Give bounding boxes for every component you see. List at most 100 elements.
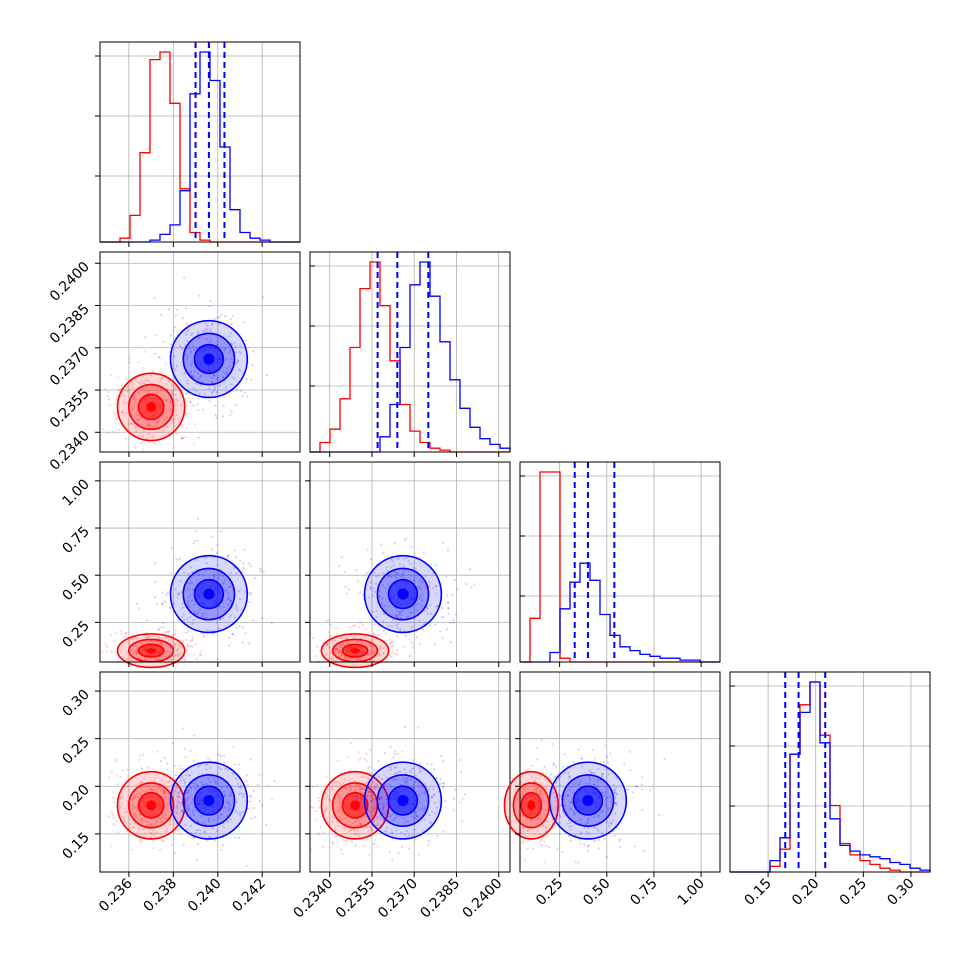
scatter-point xyxy=(334,647,337,651)
scatter-point xyxy=(167,797,170,800)
scatter-point xyxy=(107,815,110,818)
scatter-point xyxy=(179,345,182,348)
scatter-point xyxy=(184,372,187,375)
scatter-point xyxy=(168,401,172,404)
scatter-point xyxy=(346,642,349,645)
scatter-point xyxy=(358,657,361,660)
scatter-point xyxy=(175,398,178,401)
scatter-point xyxy=(605,856,608,859)
scatter-point xyxy=(426,612,429,615)
scatter-point xyxy=(230,383,233,386)
scatter-point xyxy=(215,391,219,394)
scatter-point xyxy=(168,630,171,633)
scatter-point xyxy=(330,657,333,660)
scatter-point xyxy=(380,543,383,546)
scatter-point xyxy=(145,387,148,390)
scatter-point xyxy=(126,658,130,661)
scatter-point xyxy=(174,642,177,646)
scatter-point xyxy=(226,597,229,600)
scatter-point xyxy=(223,581,226,585)
scatter-point xyxy=(206,324,209,327)
scatter-point xyxy=(120,632,123,636)
scatter-point xyxy=(238,350,241,353)
scatter-point xyxy=(197,397,200,400)
y-tick-label: 0.25 xyxy=(59,618,92,651)
scatter-point xyxy=(236,609,239,612)
scatter-point xyxy=(436,604,439,608)
y-tick-label: 0.2340 xyxy=(47,428,93,474)
scatter-point xyxy=(375,615,378,619)
scatter-point xyxy=(179,767,182,770)
scatter-point xyxy=(108,397,111,400)
scatter-point xyxy=(543,800,546,803)
scatter-point xyxy=(180,436,184,439)
scatter-point xyxy=(153,832,156,836)
scatter-point xyxy=(191,375,194,378)
scatter-point xyxy=(106,394,109,397)
scatter-point xyxy=(403,646,406,649)
scatter-point xyxy=(178,592,181,596)
scatter-point xyxy=(401,750,404,753)
scatter-point xyxy=(331,841,334,844)
scatter-point xyxy=(106,432,109,435)
scatter-point xyxy=(331,820,334,824)
scatter-point xyxy=(593,840,596,843)
scatter-point xyxy=(435,592,438,595)
contour-1-3 xyxy=(203,353,215,365)
scatter-point xyxy=(120,411,124,414)
scatter-point xyxy=(137,360,140,364)
scatter-point xyxy=(452,809,455,812)
scatter-point xyxy=(164,806,167,809)
scatter-point xyxy=(234,362,238,365)
scatter-point xyxy=(149,831,152,834)
scatter-point xyxy=(527,767,530,770)
scatter-point xyxy=(407,559,410,562)
scatter-point xyxy=(179,802,182,805)
scatter-point xyxy=(460,770,463,774)
scatter-point xyxy=(393,541,396,545)
scatter-point xyxy=(389,575,392,578)
scatter-point xyxy=(191,571,194,574)
scatter-point xyxy=(154,562,157,565)
scatter-point xyxy=(131,848,134,851)
scatter-point xyxy=(348,626,352,629)
scatter-point xyxy=(177,645,181,648)
scatter-point xyxy=(209,299,212,303)
scatter-point xyxy=(339,644,342,647)
scatter-point xyxy=(236,359,239,362)
scatter-point xyxy=(241,641,244,644)
scatter-point xyxy=(363,635,366,638)
scatter-point xyxy=(370,639,373,642)
scatter-point xyxy=(210,629,213,632)
scatter-point xyxy=(144,379,147,382)
panel-3-0: 0.236 0.238 0.240 0.242 0.15 0.20 0.25 0.30 xyxy=(59,671,301,916)
scatter-point xyxy=(356,817,359,821)
scatter-point xyxy=(134,446,137,449)
scatter-point xyxy=(146,636,149,639)
scatter-point xyxy=(372,632,375,635)
x-tick-label: 0.242 xyxy=(229,876,269,916)
scatter-point xyxy=(402,573,405,576)
scatter-point xyxy=(373,623,376,626)
scatter-point xyxy=(173,422,176,425)
scatter-point xyxy=(237,763,241,766)
scatter-point xyxy=(391,625,394,628)
scatter-point xyxy=(140,794,143,797)
scatter-point xyxy=(395,634,399,638)
scatter-point xyxy=(237,590,241,593)
scatter-point xyxy=(133,404,136,407)
histogram-0 xyxy=(520,471,720,663)
scatter-point xyxy=(189,400,192,403)
scatter-point xyxy=(273,779,276,782)
scatter-point xyxy=(628,750,631,753)
scatter-point xyxy=(473,583,476,586)
contour-1-3 xyxy=(397,588,409,600)
scatter-point xyxy=(641,788,644,791)
y-tick-label: 0.75 xyxy=(59,524,92,557)
scatter-point xyxy=(397,851,400,854)
scatter-point xyxy=(189,374,193,377)
scatter-point xyxy=(128,357,131,360)
scatter-point xyxy=(658,814,661,817)
y-tick-label: 0.2400 xyxy=(47,259,93,305)
scatter-point xyxy=(377,574,380,578)
